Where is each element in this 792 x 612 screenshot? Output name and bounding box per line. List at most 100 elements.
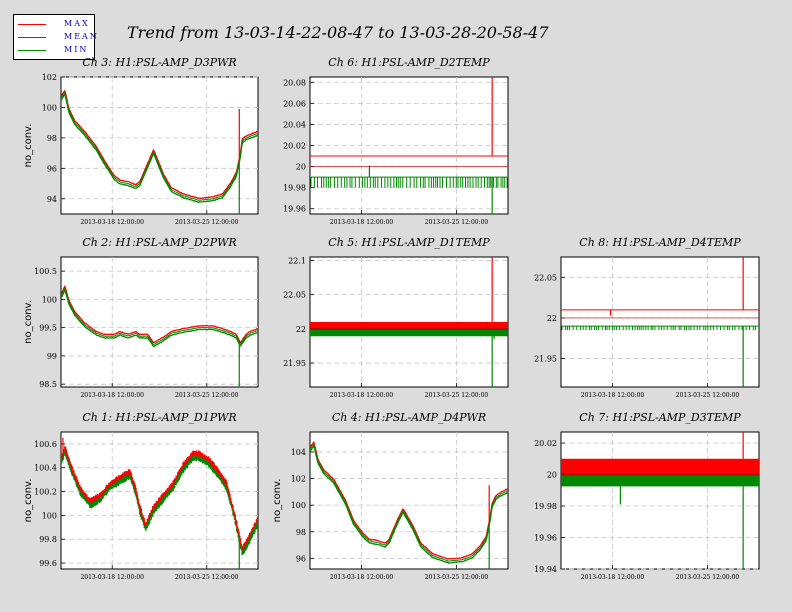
y-axis-label: no_conv. <box>23 124 34 168</box>
plot-series <box>310 440 508 569</box>
chart-panel-3: Ch 2: H1:PSL-AMP_D2PWR no_conv. 98.5 99 99.5… <box>23 236 259 399</box>
y-tick-label: 22 <box>296 325 306 334</box>
plot-area <box>560 256 760 388</box>
series-min <box>61 92 258 204</box>
y-tick-label: 96 <box>296 554 306 563</box>
chart-panel-6: Ch 1: H1:PSL-AMP_D1PWR no_conv. 99.6 99.8 10… <box>23 411 259 581</box>
chart-panel-2: Ch 6: H1:PSL-AMP_D2TEMP 19.96 19.98 20 20.02… <box>283 56 509 226</box>
legend-label-max: MAX <box>64 19 90 28</box>
min-band <box>310 328 508 337</box>
plot-area <box>60 76 259 215</box>
y-tick-label: 100.6 <box>34 440 57 449</box>
y-tick-label: 99.5 <box>39 324 57 333</box>
x-tick-label: 2013-03-25 12:00:00 <box>425 392 489 399</box>
y-tick-label: 99 <box>47 352 57 361</box>
x-tick-label: 2013-03-25 12:00:00 <box>676 574 740 581</box>
y-tick-label: 96 <box>47 164 57 173</box>
y-tick-label: 98 <box>296 528 306 537</box>
y-tick-label: 102 <box>42 73 57 82</box>
y-tick-label: 98.5 <box>39 380 57 389</box>
chart-panel-7: Ch 4: H1:PSL-AMP_D4PWR no_conv. 96 98 100 102… <box>272 411 509 581</box>
series-mean <box>310 443 508 562</box>
x-tick-label: 2013-03-18 12:00:00 <box>581 392 645 399</box>
plot-area <box>60 256 259 388</box>
plot-area <box>309 431 509 570</box>
plot-series <box>310 257 508 387</box>
y-tick-label: 100 <box>42 103 57 112</box>
y-tick-label: 20.02 <box>283 142 306 151</box>
legend-label-min: MIN <box>64 45 89 54</box>
x-tick-label: 2013-03-25 12:00:00 <box>175 219 239 226</box>
x-tick-label: 2013-03-18 12:00:00 <box>581 574 645 581</box>
x-tick-label: 2013-03-18 12:00:00 <box>330 392 394 399</box>
series-max <box>310 440 508 560</box>
chart-panel-4: Ch 5: H1:PSL-AMP_D1TEMP 21.95 22 22.05 22.1 2… <box>283 236 509 399</box>
y-tick-label: 22 <box>547 314 557 323</box>
series-min <box>61 288 258 348</box>
x-tick-label: 2013-03-18 12:00:00 <box>330 574 394 581</box>
y-tick-label: 22.05 <box>534 273 557 282</box>
y-tick-label: 94 <box>47 195 57 204</box>
y-tick-label: 22.05 <box>283 291 306 300</box>
y-tick-label: 102 <box>291 475 306 484</box>
chart-panel-8: Ch 7: H1:PSL-AMP_D3TEMP 19.94 19.96 19.98 20… <box>534 411 760 581</box>
chart-panel-5: Ch 8: H1:PSL-AMP_D4TEMP 21.95 22 22.05 2013-… <box>534 236 760 399</box>
legend-swatch-max <box>18 24 46 25</box>
x-tick-label: 2013-03-18 12:00:00 <box>330 219 394 226</box>
max-band <box>310 322 508 329</box>
chart-title: Ch 2: H1:PSL-AMP_D2PWR <box>82 236 236 249</box>
x-tick-label: 2013-03-25 12:00:00 <box>175 574 239 581</box>
x-tick-label: 2013-03-25 12:00:00 <box>425 574 489 581</box>
chart-title: Ch 1: H1:PSL-AMP_D1PWR <box>82 411 236 424</box>
plot-area <box>560 431 760 570</box>
max-band <box>561 458 759 475</box>
y-axis-label: no_conv. <box>272 479 283 523</box>
legend-label-mean: MEAN <box>64 32 99 41</box>
y-tick-label: 20 <box>296 163 306 172</box>
y-tick-label: 100.2 <box>34 488 57 497</box>
y-tick-label: 21.95 <box>283 359 306 368</box>
y-axis-label: no_conv. <box>23 300 34 344</box>
y-tick-label: 20.02 <box>534 439 557 448</box>
y-tick-label: 22.1 <box>288 256 306 265</box>
chart-title: Ch 5: H1:PSL-AMP_D1TEMP <box>328 236 490 249</box>
chart-panel-1: Ch 3: H1:PSL-AMP_D3PWR no_conv. 94 96 98 100 1… <box>23 56 259 226</box>
y-tick-label: 100 <box>42 511 57 520</box>
plot-series <box>561 257 759 387</box>
series-mean <box>61 91 258 201</box>
y-tick-label: 100 <box>42 295 57 304</box>
series-min <box>310 444 508 564</box>
y-tick-label: 19.96 <box>534 534 557 543</box>
y-tick-label: 100.5 <box>34 267 57 276</box>
x-tick-label: 2013-03-18 12:00:00 <box>80 219 144 226</box>
x-tick-label: 2013-03-25 12:00:00 <box>425 219 489 226</box>
plot-series <box>61 284 258 387</box>
chart-title: Ch 6: H1:PSL-AMP_D2TEMP <box>328 56 490 69</box>
x-tick-label: 2013-03-25 12:00:00 <box>175 392 239 399</box>
x-tick-label: 2013-03-18 12:00:00 <box>80 392 144 399</box>
y-tick-label: 19.98 <box>534 502 557 511</box>
legend-swatch-min <box>18 50 46 51</box>
y-tick-label: 19.98 <box>283 184 306 193</box>
plot-series <box>561 432 759 569</box>
y-tick-label: 19.96 <box>283 205 306 214</box>
x-tick-label: 2013-03-25 12:00:00 <box>676 392 740 399</box>
y-tick-label: 99.6 <box>39 559 57 568</box>
chart-title: Ch 7: H1:PSL-AMP_D3TEMP <box>579 411 741 424</box>
chart-title: Ch 4: H1:PSL-AMP_D4PWR <box>332 411 486 424</box>
legend-item-max: MAX <box>18 19 94 29</box>
y-axis-label: no_conv. <box>23 479 34 523</box>
series-max <box>61 284 258 344</box>
x-tick-label: 2013-03-18 12:00:00 <box>80 574 144 581</box>
y-tick-label: 99.8 <box>39 535 57 544</box>
chart-title: Ch 8: H1:PSL-AMP_D4TEMP <box>579 236 741 249</box>
y-tick-label: 20.04 <box>283 120 306 129</box>
y-tick-label: 20 <box>547 471 557 480</box>
y-tick-label: 98 <box>47 134 57 143</box>
legend-item-mean: MEAN <box>18 32 97 42</box>
legend-swatch-mean <box>18 37 46 38</box>
plot-series <box>61 89 258 214</box>
y-tick-label: 19.94 <box>534 565 557 574</box>
y-tick-label: 20.06 <box>283 99 306 108</box>
